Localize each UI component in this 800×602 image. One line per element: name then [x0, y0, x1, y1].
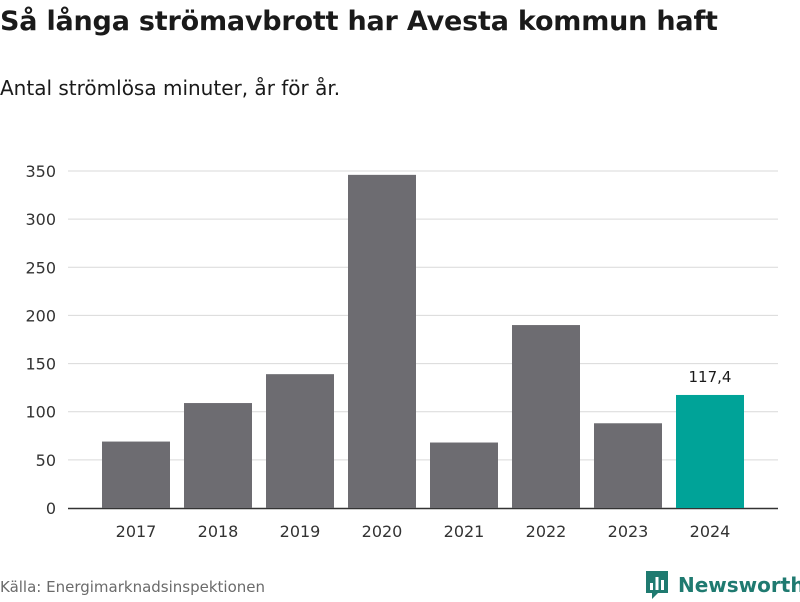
- brand-logo: Newsworthy: [644, 568, 800, 602]
- y-tick-label: 50: [36, 451, 56, 470]
- x-tick-label: 2023: [608, 522, 649, 541]
- x-tick-label: 2019: [280, 522, 321, 541]
- bar-2021: [430, 442, 498, 508]
- y-tick-label: 350: [25, 162, 56, 181]
- x-tick-label: 2024: [690, 522, 731, 541]
- bar-2022: [512, 325, 580, 508]
- source-note: Källa: Energimarknadsinspektionen: [0, 578, 266, 596]
- newsworthy-logo-icon: [646, 571, 668, 599]
- brand-name: Newsworthy: [678, 573, 800, 597]
- data-label-2024: 117,4: [689, 368, 732, 386]
- x-tick-label: 2021: [444, 522, 485, 541]
- chart-title: Så långa strömavbrott har Avesta kommun …: [0, 6, 718, 37]
- x-tick-label: 2020: [362, 522, 403, 541]
- bar-2017: [102, 441, 170, 508]
- bar-2023: [594, 423, 662, 508]
- x-tick-label: 2018: [198, 522, 239, 541]
- bar-2020: [348, 174, 416, 508]
- bar-2024: [676, 394, 744, 508]
- y-tick-label: 200: [25, 306, 56, 325]
- y-tick-label: 300: [25, 210, 56, 229]
- chart-subtitle: Antal strömlösa minuter, år för år.: [0, 76, 341, 100]
- y-tick-label: 100: [25, 403, 56, 422]
- bar-2018: [184, 403, 252, 508]
- y-tick-label: 150: [25, 355, 56, 374]
- x-tick-label: 2017: [116, 522, 157, 541]
- y-tick-label: 250: [25, 258, 56, 277]
- bar-2019: [266, 374, 334, 508]
- y-tick-label: 0: [46, 499, 56, 518]
- x-tick-label: 2022: [526, 522, 567, 541]
